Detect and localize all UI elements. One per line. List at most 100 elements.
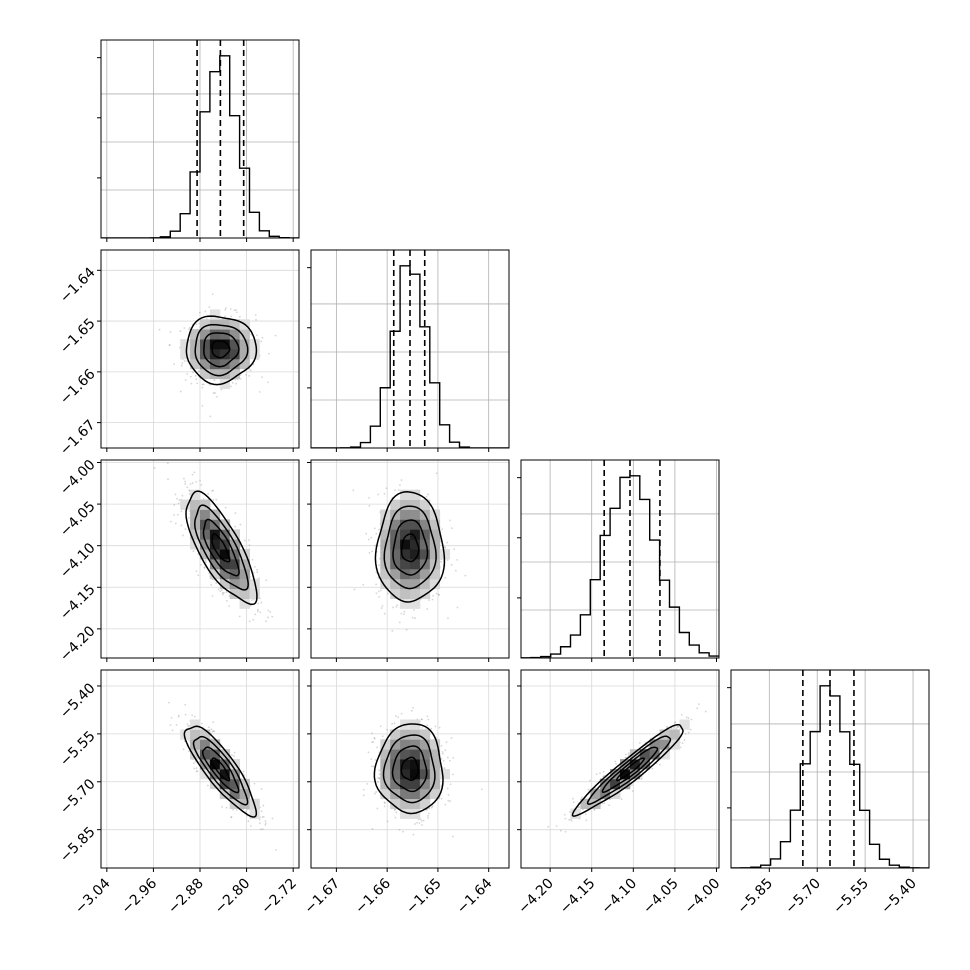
density-bin [410,539,421,550]
density-bin [410,489,421,500]
density-bin [190,509,201,520]
density-bin [429,519,441,530]
density-panel-1-0: −1.67−1.66−1.65−1.64 [57,249,300,459]
sample-point [200,484,203,486]
density-bin [200,499,211,510]
sample-point [197,574,200,577]
sample-point [177,714,180,717]
sample-point [204,310,207,313]
sample-point [373,736,376,739]
sample-point [378,557,381,560]
sample-point [368,552,371,554]
sample-point [376,746,379,749]
sample-point [450,737,453,739]
density-bin [380,788,391,800]
sample-point [248,620,251,623]
density-bin [219,378,231,389]
sample-point [444,749,447,752]
y-tick-label: −4.10 [57,540,99,582]
density-bin [209,749,221,760]
sample-point [378,777,381,780]
sample-point [383,492,386,495]
sample-point [431,805,434,808]
sample-point [192,371,194,374]
density-bin [180,499,191,510]
density-bin [380,529,391,540]
x-tick-label: −5.70 [782,876,824,918]
density-bin [419,539,431,550]
sample-point [451,773,454,776]
sample-point [249,825,252,827]
sample-point [676,725,679,728]
sample-point [203,567,206,569]
sample-point [421,727,424,729]
y-tick-label: −1.65 [57,315,99,357]
sample-point [400,712,403,715]
sample-point [233,751,236,754]
sample-point [413,608,415,611]
sample-point [603,802,606,805]
sample-point [352,489,355,492]
panel-frame [100,249,300,449]
sample-point [202,498,205,500]
sample-point [181,494,184,497]
sample-point [254,565,256,568]
sample-point [184,483,187,485]
density-bin [380,578,391,590]
sample-point [420,718,423,721]
histogram-panel-0 [97,39,300,242]
sample-point [193,715,196,718]
density-bin [239,358,250,370]
density-bin [629,769,641,780]
density-bin [219,339,231,350]
sample-point [188,489,191,492]
sample-point [186,723,189,726]
sample-point [578,806,581,809]
sample-point [196,382,199,385]
sample-point [183,477,185,480]
density-bin [400,598,411,609]
sample-point [180,510,183,513]
sample-point [422,819,425,822]
density-bin [180,339,191,350]
sample-point [615,762,617,765]
density-bin [400,798,411,809]
sample-point [231,381,234,384]
sample-point [230,815,233,818]
sample-point [438,594,440,596]
sample-point [386,728,388,731]
sample-point [430,806,433,809]
density-bin [429,778,441,790]
panel-frame [520,669,720,869]
density-bin [229,339,240,350]
panel-content [521,460,719,658]
density-bin [239,568,250,580]
sample-point [446,559,449,561]
panel-frame [730,669,930,869]
sample-point [440,757,443,760]
sample-point [403,613,405,616]
sample-point [217,588,220,591]
sample-point [231,754,233,757]
density-bin [200,358,211,370]
sample-point [250,333,253,336]
sample-point [214,392,216,394]
sample-point [170,716,173,719]
sample-point [362,794,365,797]
x-tick-label: −5.40 [878,876,920,918]
density-bin [410,509,421,520]
density-bin [419,568,431,580]
sample-point [444,546,447,549]
contour-line [601,746,659,794]
contour-line [183,725,258,818]
density-bin [229,549,240,560]
density-bin [229,798,240,809]
sample-point [440,745,443,747]
x-tick-label: −5.55 [830,876,872,918]
sample-point [378,773,381,776]
sample-point [584,813,587,816]
density-bin [249,349,260,360]
panel-content [311,250,509,448]
sample-point [370,758,373,761]
density-bin [229,588,240,599]
